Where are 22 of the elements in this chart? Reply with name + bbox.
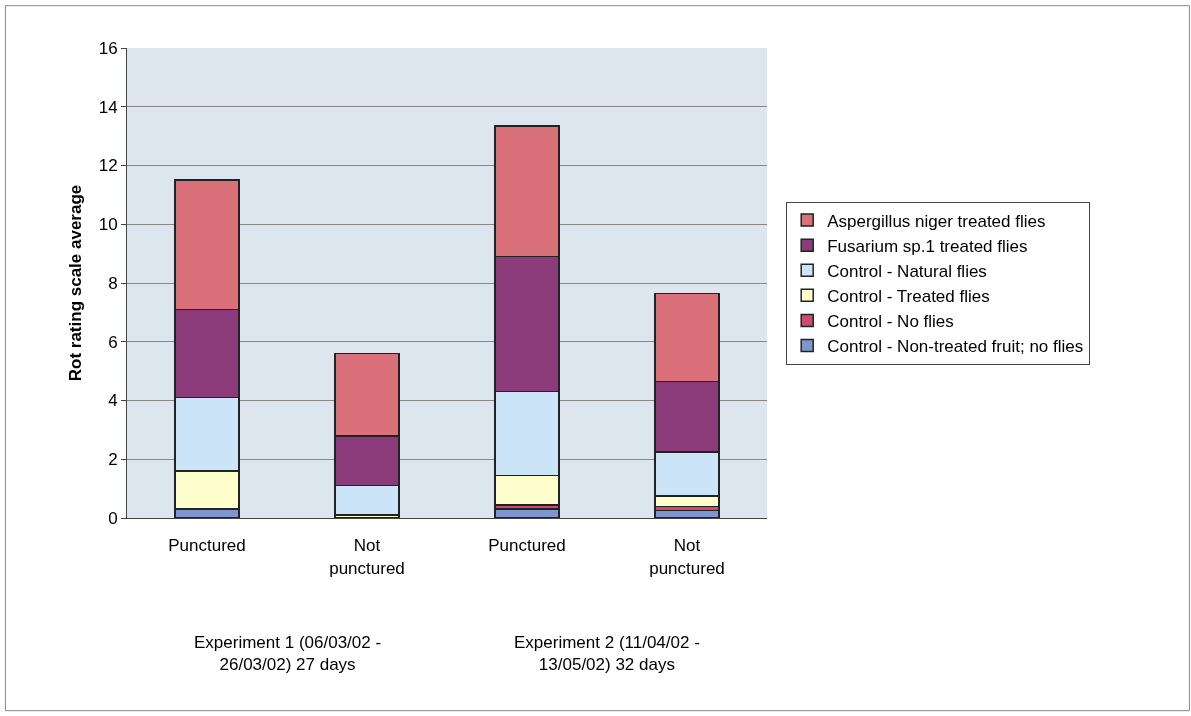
y-tick-label: 16	[98, 38, 118, 58]
y-tick-label: 10	[98, 215, 118, 235]
x-tick-label: Punctured	[168, 536, 246, 556]
y-tick-label: 0	[108, 508, 118, 528]
x-tick-label: Not punctured	[329, 536, 405, 578]
y-tick-label: 8	[108, 273, 118, 293]
legend-label: Control - No flies	[827, 312, 954, 332]
y-tick-label: 2	[108, 450, 118, 470]
legend-label: Control - Natural flies	[827, 261, 987, 281]
x-tick-label: Punctured	[488, 536, 566, 556]
x-tick-label: Not punctured	[649, 536, 725, 578]
y-tick-label: 4	[108, 391, 118, 411]
text: Experiment 1 (06/03/02 - 26/03/02) 27 days	[194, 633, 382, 675]
legend-label: Fusarium sp.1 treated flies	[827, 236, 1028, 256]
legend-label: Control - Non-treated fruit; no flies	[827, 337, 1084, 357]
legend-label: Aspergillus niger treated flies	[827, 211, 1046, 231]
legend-label: Control - Treated flies	[827, 286, 990, 306]
text: Experiment 2 (11/04/02 - 13/05/02) 32 days	[514, 633, 700, 675]
y-tick-label: 12	[98, 156, 118, 176]
y-axis-title: Rot rating scale average	[66, 184, 86, 382]
y-tick-label: 6	[108, 332, 118, 352]
y-tick-label: 14	[98, 97, 118, 117]
